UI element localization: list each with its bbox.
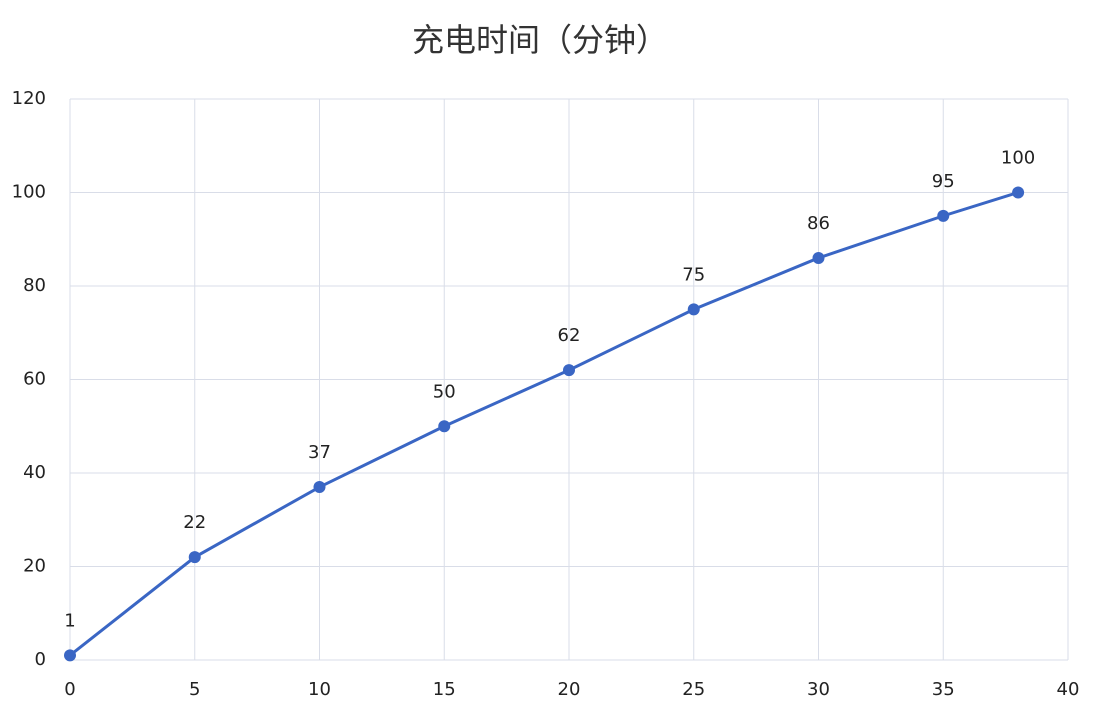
x-tick-label: 35 [932, 679, 955, 700]
y-tick-label: 100 [12, 182, 46, 203]
x-tick-label: 30 [807, 679, 830, 700]
data-label: 86 [807, 213, 830, 234]
data-label: 1 [64, 610, 75, 631]
data-point [438, 420, 451, 433]
y-tick-label: 60 [23, 369, 46, 390]
data-point [1012, 186, 1025, 199]
x-tick-label: 20 [558, 679, 581, 700]
data-point [563, 364, 575, 377]
x-tick-label: 25 [682, 679, 705, 700]
data-label: 100 [1001, 148, 1035, 169]
data-label: 50 [433, 381, 456, 402]
data-point [687, 303, 700, 316]
y-tick-label: 20 [23, 556, 46, 577]
data-point [313, 481, 326, 494]
y-tick-label: 40 [23, 462, 46, 483]
x-tick-label: 10 [308, 679, 331, 700]
data-point [188, 551, 201, 564]
data-label: 75 [682, 264, 705, 285]
data-point [64, 649, 76, 662]
x-tick-label: 0 [64, 679, 75, 700]
x-tick-label: 15 [433, 679, 456, 700]
data-point [937, 209, 950, 222]
data-label: 62 [558, 325, 581, 346]
chart-title: 充电时间（分钟） [412, 21, 668, 59]
x-tick-label: 5 [189, 679, 200, 700]
x-tick-label: 40 [1057, 679, 1080, 700]
data-label: 22 [183, 512, 206, 533]
y-tick-label: 0 [35, 649, 46, 670]
y-tick-label: 120 [12, 88, 46, 109]
data-label: 37 [308, 442, 331, 463]
data-label: 95 [932, 171, 955, 192]
data-point [812, 251, 825, 264]
y-tick-label: 80 [23, 275, 46, 296]
